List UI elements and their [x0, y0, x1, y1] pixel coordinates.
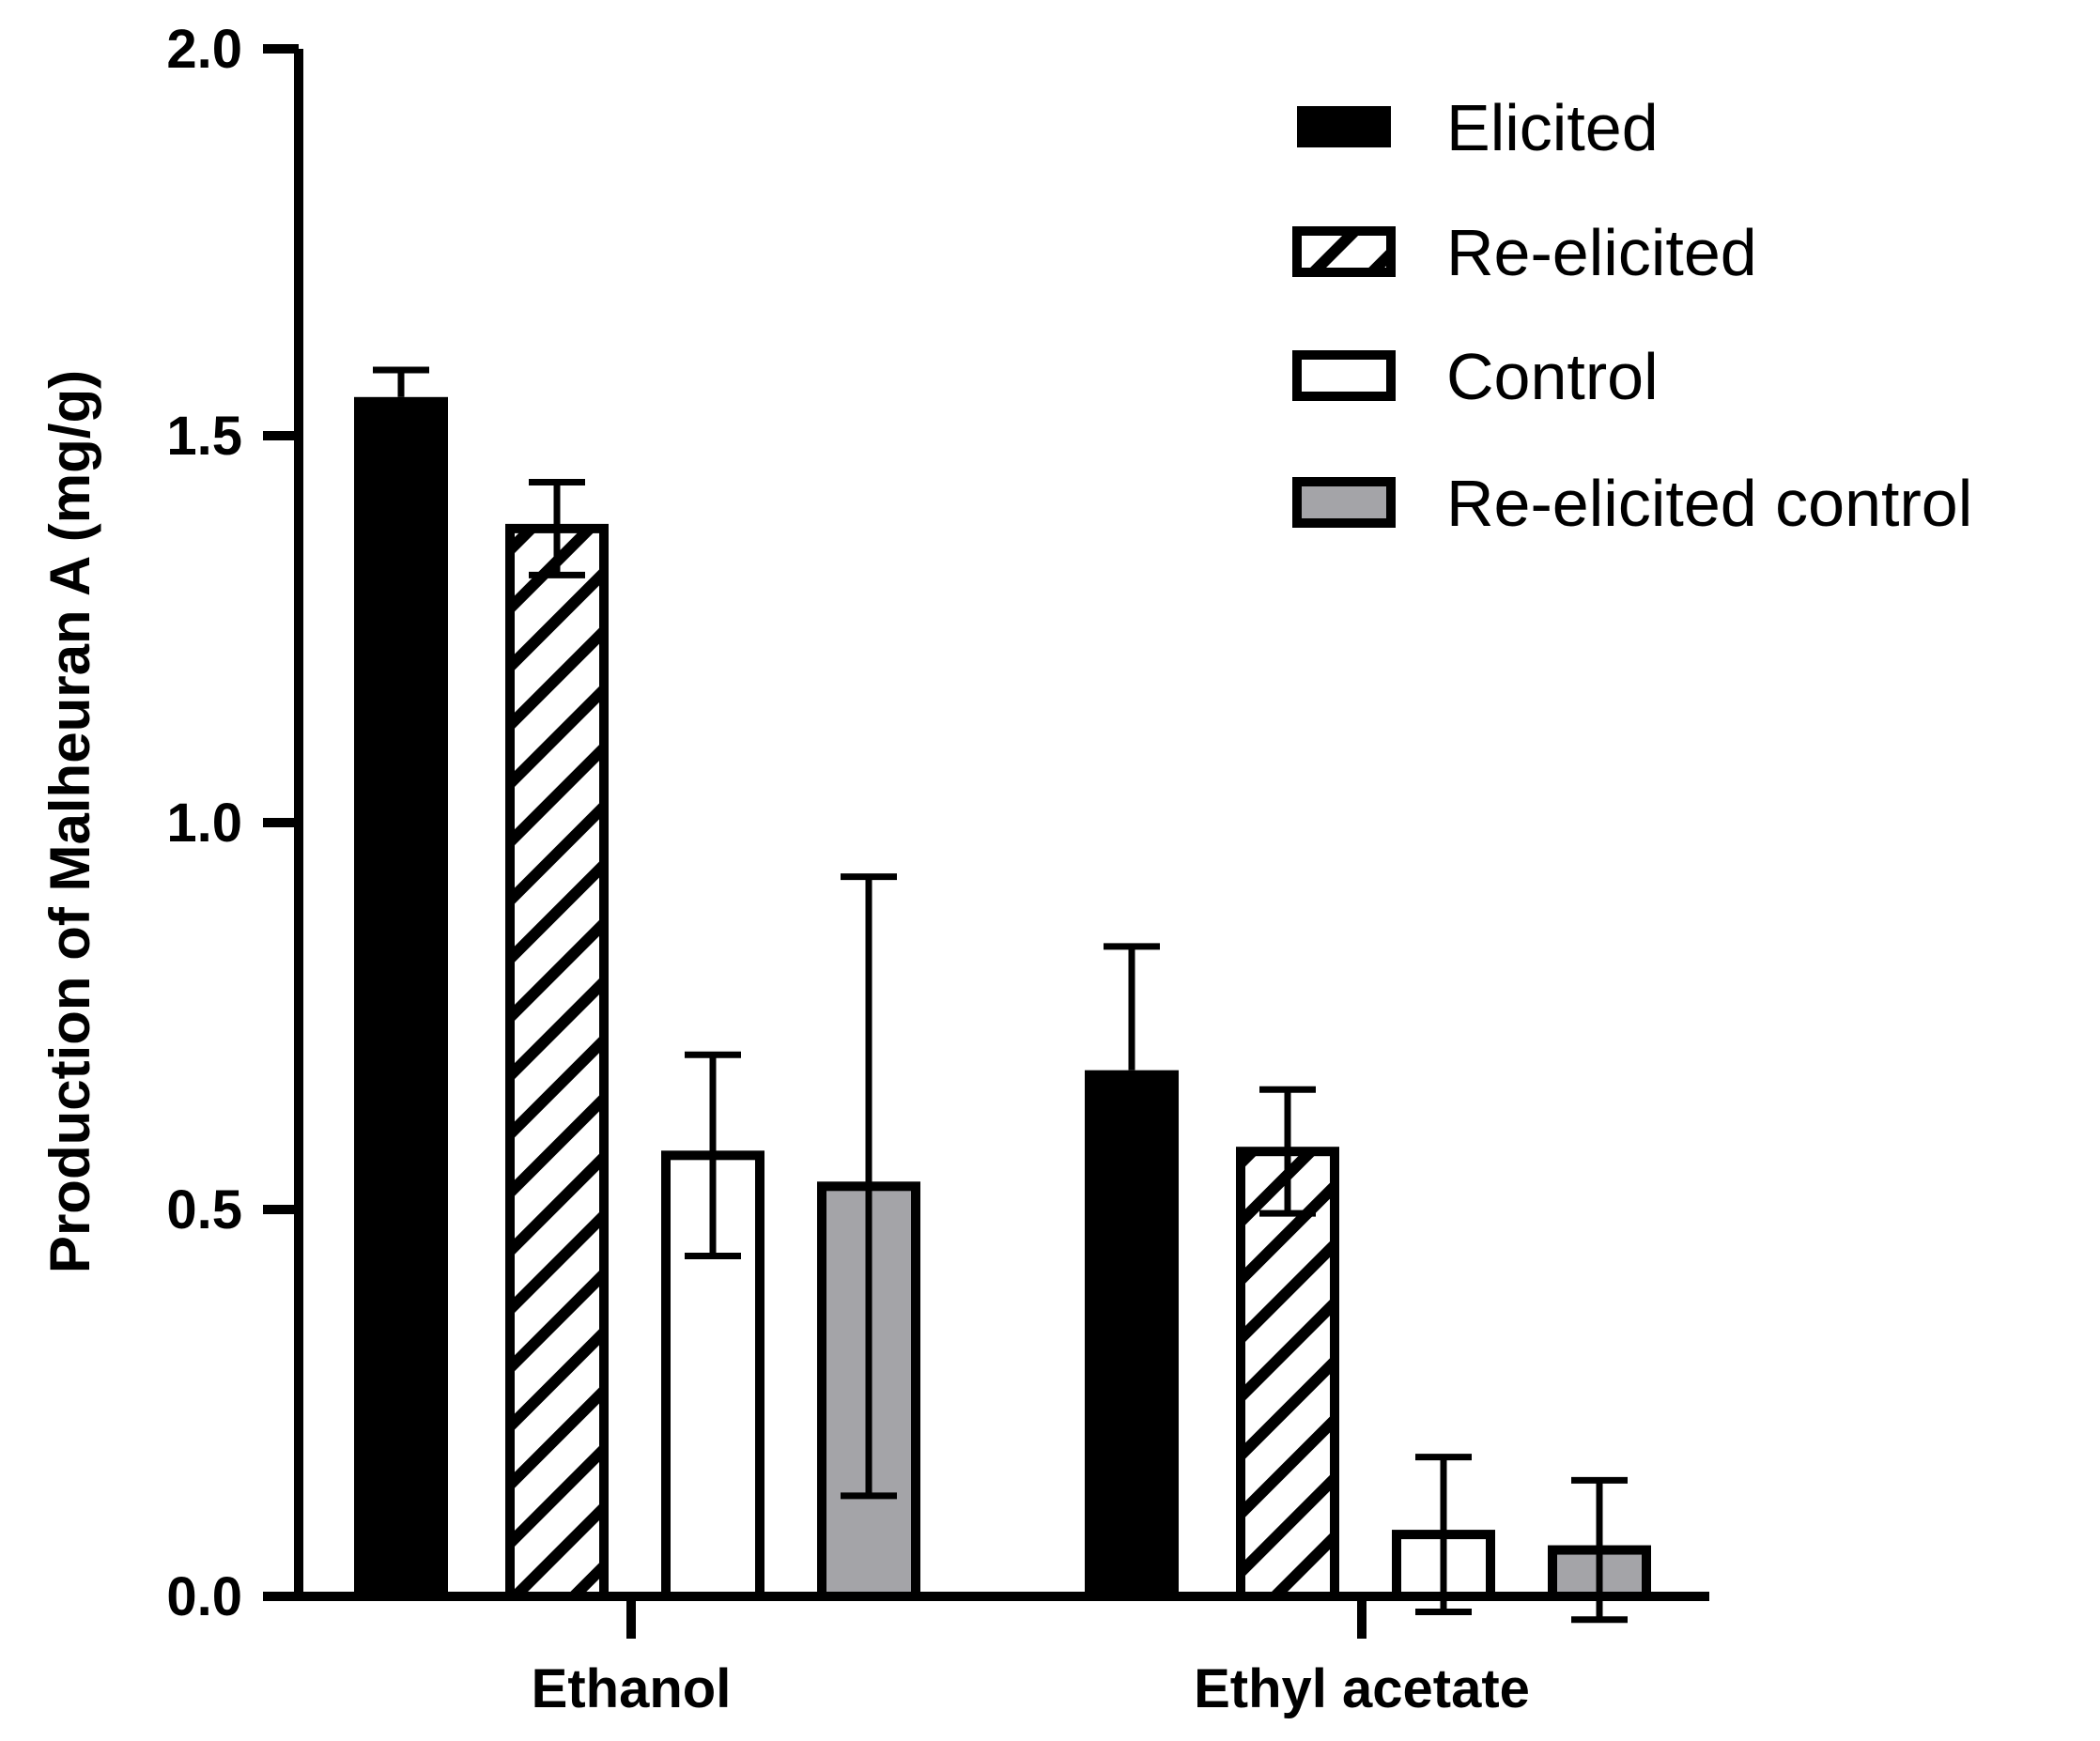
x-category-label: Ethanol	[532, 1658, 732, 1719]
y-tick-label: 1.5	[166, 406, 242, 467]
legend-label: Elicited	[1446, 91, 1659, 164]
bar-re-elicited-ethyl-acetate	[1236, 1147, 1339, 1601]
x-category-label: Ethyl acetate	[1194, 1658, 1530, 1719]
error-bar	[1104, 943, 1160, 1071]
bar-elicited-ethyl-acetate	[1085, 1070, 1179, 1596]
y-tick-label: 2.0	[166, 19, 242, 80]
error-bar	[841, 873, 897, 1500]
error-bars	[373, 366, 1628, 1624]
legend-item: Elicited	[1297, 91, 1659, 164]
error-bar	[529, 478, 585, 578]
error-bar	[373, 366, 429, 397]
error-bar	[1415, 1454, 1472, 1615]
legend-label: Control	[1446, 340, 1659, 413]
legend-item: Control	[1292, 340, 1659, 413]
y-axis-title: Production of Malheuran A (mg/g)	[39, 370, 101, 1273]
legend-label: Re-elicited control	[1446, 467, 1972, 540]
bar-elicited-ethanol	[354, 396, 448, 1596]
y-tick-label: 0.5	[166, 1179, 242, 1240]
y-ticks: 0.0 0.5 1.0 1.5 2.0	[166, 19, 299, 1627]
legend-label: Re-elicited	[1446, 216, 1757, 289]
legend: Elicited Re-elicited Control Re-elicited co…	[1292, 91, 1972, 540]
error-bar	[1259, 1086, 1316, 1217]
legend-item: Re-elicited	[1292, 216, 1757, 289]
legend-item: Re-elicited control	[1292, 467, 1972, 540]
y-tick-label: 0.0	[166, 1566, 242, 1627]
x-categories: Ethanol Ethyl acetate	[532, 1596, 1530, 1719]
error-bar	[685, 1051, 741, 1259]
legend-swatch	[1292, 226, 1396, 277]
legend-swatch	[1297, 106, 1391, 147]
legend-swatch	[1292, 350, 1396, 401]
legend-swatch	[1292, 477, 1396, 528]
y-tick-label: 1.0	[166, 793, 242, 854]
bar-re-elicited-ethanol	[505, 523, 609, 1601]
